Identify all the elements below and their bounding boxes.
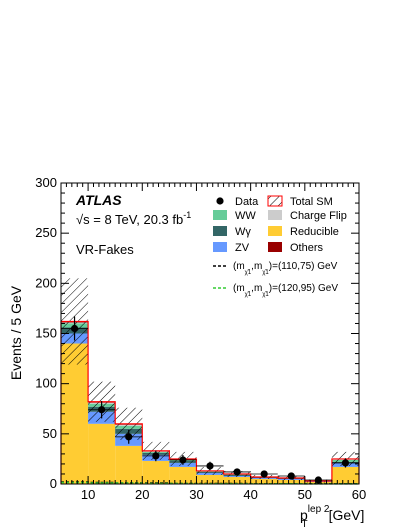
legend-swatch bbox=[268, 242, 282, 252]
bar-reducible bbox=[88, 423, 116, 484]
total-sm-line bbox=[60, 320, 360, 484]
energy-label: √s = 8 TeV, 20.3 fb-1 bbox=[76, 210, 191, 227]
bar-reducible bbox=[61, 343, 89, 484]
bar-reducible bbox=[142, 460, 170, 484]
legend-label: Data bbox=[235, 196, 259, 208]
legend-swatch bbox=[268, 226, 282, 236]
axis-ticks: 10 20 30 40 50 60 0 50 100 150 200 250 300 bbox=[35, 175, 366, 502]
bar-reducible bbox=[331, 466, 359, 484]
data-point bbox=[179, 456, 187, 464]
x-tick-label: 10 bbox=[81, 487, 95, 502]
y-tick-label: 50 bbox=[43, 426, 57, 441]
data-point bbox=[287, 472, 295, 480]
y-axis-label: Events / 5 GeV bbox=[8, 285, 24, 380]
data-point bbox=[125, 433, 133, 441]
x-tick-label: 60 bbox=[352, 487, 366, 502]
bar-reducible bbox=[196, 474, 224, 484]
legend-label: Others bbox=[290, 242, 324, 254]
total-sm-outline bbox=[60, 320, 360, 484]
bar-reducible bbox=[250, 478, 278, 484]
data-point bbox=[314, 476, 322, 484]
data-points bbox=[61, 316, 359, 484]
data-point bbox=[341, 459, 350, 467]
legend-swatch bbox=[268, 210, 282, 220]
region-label: VR-Fakes bbox=[76, 242, 134, 257]
y-tick-label: 250 bbox=[35, 225, 57, 240]
bar-reducible bbox=[223, 476, 251, 484]
y-tick-label: 200 bbox=[35, 275, 57, 290]
legend-label: WW bbox=[235, 210, 256, 222]
data-point bbox=[206, 462, 214, 470]
bar-reducible bbox=[169, 466, 197, 484]
y-tick-label: 0 bbox=[50, 476, 57, 491]
y-tick-label: 150 bbox=[35, 326, 57, 341]
legend-label: Total SM bbox=[290, 196, 333, 208]
legend-label: Wγ bbox=[235, 226, 251, 238]
x-tick-label: 30 bbox=[189, 487, 203, 502]
y-tick-label: 300 bbox=[35, 175, 57, 190]
y-tick-label: 100 bbox=[35, 376, 57, 391]
legend-total-swatch bbox=[267, 195, 283, 207]
legend-swatch bbox=[213, 210, 227, 220]
x-tick-label: 20 bbox=[135, 487, 149, 502]
legend-swatch bbox=[213, 242, 227, 252]
x-tick-label: 40 bbox=[243, 487, 257, 502]
data-point bbox=[98, 406, 106, 414]
data-point bbox=[260, 470, 268, 478]
data-point bbox=[233, 468, 241, 476]
legend-label: ZV bbox=[235, 242, 250, 254]
bar-reducible bbox=[115, 445, 143, 484]
legend-label: Reducible bbox=[290, 226, 339, 238]
bar-reducible bbox=[277, 479, 305, 484]
data-point bbox=[70, 324, 79, 333]
legend-signal-label: (mχ̃1,mχ̃1)=(110,75) GeV bbox=[233, 261, 338, 276]
experiment-label: ATLAS bbox=[75, 192, 122, 208]
legend-label: Charge Flip bbox=[290, 210, 347, 222]
legend-signal-label: (mχ̃1,mχ̃1)=(120,95) GeV bbox=[233, 283, 338, 298]
x-axis-label: plep 2 T[GeV] bbox=[300, 504, 364, 527]
legend-data-marker bbox=[216, 197, 224, 205]
legend: Data Total SM WW Charge Flip Wγ Reducible ZV Ot… bbox=[213, 195, 347, 298]
legend-swatch bbox=[213, 226, 227, 236]
x-tick-label: 50 bbox=[298, 487, 312, 502]
data-point bbox=[152, 452, 160, 460]
